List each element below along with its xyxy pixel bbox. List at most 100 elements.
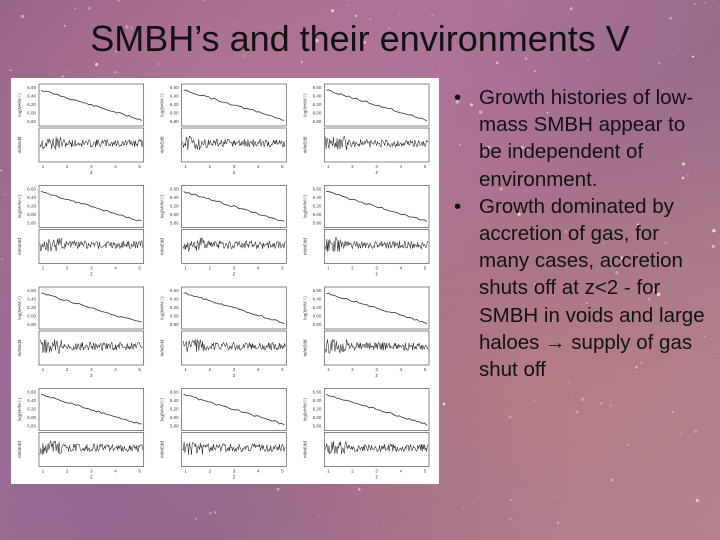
star bbox=[459, 143, 462, 146]
tick-label: 3 bbox=[233, 266, 236, 271]
tick-label: 6.40 bbox=[313, 195, 322, 200]
star bbox=[614, 283, 618, 287]
star bbox=[487, 145, 491, 149]
growth-panel: 6.60 6.40 6.20 6.00 5.80 log(M•/M☉) ṁ/ṁEdd 1 2 3 4… bbox=[302, 388, 430, 481]
tick-label: 1 bbox=[42, 164, 45, 169]
tick-label: 6.60 bbox=[27, 187, 36, 192]
smbh-growth-figure: 6.60 6.40 6.20 6.00 5.80 log(M•/M☉) ṁ/ṁEdd 1 2 3 4… bbox=[11, 78, 439, 484]
mass-curve bbox=[326, 190, 428, 222]
accretion-curve bbox=[325, 339, 429, 354]
star bbox=[20, 14, 25, 19]
tick-label: 5 bbox=[138, 469, 141, 474]
star bbox=[640, 362, 643, 364]
tick-label: 6.60 bbox=[170, 85, 179, 90]
tick-label: 4 bbox=[400, 469, 403, 474]
star bbox=[569, 7, 573, 11]
tick-label: 5 bbox=[424, 469, 427, 474]
tick-label: 5.80 bbox=[27, 119, 36, 124]
star bbox=[575, 410, 579, 414]
star bbox=[636, 223, 640, 226]
star bbox=[534, 70, 536, 72]
mass-plot-frame bbox=[38, 286, 145, 330]
accretion-curve bbox=[325, 237, 429, 252]
accretion-curve bbox=[325, 135, 429, 151]
star bbox=[635, 253, 638, 255]
tick-label: 2 bbox=[351, 367, 354, 372]
mass-plot-frame bbox=[323, 286, 430, 330]
tick-label: 6.60 bbox=[170, 187, 179, 192]
axis-label: z bbox=[90, 373, 93, 379]
tick-label: 6.00 bbox=[170, 212, 179, 217]
accretion-curve bbox=[325, 440, 429, 455]
star bbox=[691, 55, 695, 58]
accretion-plot-frame bbox=[323, 229, 430, 264]
star bbox=[477, 495, 479, 497]
star bbox=[634, 365, 638, 369]
axis-label: ṁ/ṁEdd bbox=[302, 441, 307, 458]
star bbox=[657, 61, 661, 65]
star bbox=[656, 292, 661, 297]
tick-label: 5 bbox=[138, 266, 141, 271]
bullet-text: Growth histories of low-mass SMBH appear… bbox=[479, 86, 694, 191]
axis-label: ṁ/ṁEdd bbox=[160, 441, 165, 458]
tick-label: 6.60 bbox=[313, 390, 322, 395]
star bbox=[602, 242, 605, 245]
axis-label: log(M•/M☉) bbox=[302, 194, 307, 218]
tick-label: 5 bbox=[281, 164, 284, 169]
star bbox=[634, 389, 636, 391]
star bbox=[473, 39, 475, 41]
star bbox=[61, 75, 64, 78]
tick-label: 2 bbox=[209, 266, 212, 271]
star bbox=[694, 3, 697, 6]
tick-label: 6.40 bbox=[27, 297, 36, 302]
star bbox=[104, 524, 106, 526]
tick-label: 6.40 bbox=[27, 94, 36, 99]
axis-label: log(M•/M☉) bbox=[17, 194, 22, 218]
tick-label: 6.00 bbox=[313, 212, 322, 217]
tick-label: 5 bbox=[281, 469, 284, 474]
bullet-icon: • bbox=[454, 194, 462, 218]
star bbox=[632, 231, 634, 233]
star bbox=[509, 317, 511, 319]
star bbox=[486, 292, 488, 295]
tick-label: 6.00 bbox=[313, 415, 322, 420]
star bbox=[478, 110, 483, 114]
tick-label: 6.40 bbox=[313, 398, 322, 403]
mass-plot-frame bbox=[323, 388, 430, 431]
tick-label: 6.20 bbox=[170, 204, 179, 209]
axis-label: z bbox=[233, 475, 236, 481]
growth-panel: 6.60 6.40 6.20 6.00 5.80 log(M•/M☉) ṁ/ṁEdd 1 2 3 4… bbox=[160, 388, 287, 481]
tick-label: 6.00 bbox=[313, 111, 322, 116]
star bbox=[520, 145, 524, 150]
mass-curve bbox=[326, 394, 428, 426]
tick-label: 4 bbox=[400, 266, 403, 271]
star bbox=[627, 228, 629, 230]
star bbox=[508, 6, 510, 9]
tick-label: 1 bbox=[42, 266, 45, 271]
tick-label: 6.00 bbox=[170, 314, 179, 319]
star bbox=[357, 488, 361, 491]
growth-panel: 6.60 6.40 6.20 6.00 5.80 log(M•/M☉) ṁ/ṁEdd 1 2 3 4… bbox=[160, 185, 287, 278]
tick-label: 6.40 bbox=[27, 195, 36, 200]
axis-label: z bbox=[375, 373, 378, 379]
star bbox=[486, 501, 489, 503]
tick-label: 5.80 bbox=[170, 221, 179, 226]
growth-panel: 6.60 6.40 6.20 6.00 5.80 log(M•/M☉) ṁ/ṁEdd 1 2 3 4… bbox=[302, 286, 430, 379]
accretion-plot-frame bbox=[323, 127, 430, 163]
star bbox=[319, 515, 321, 517]
axis-label: ṁ/ṁEdd bbox=[302, 238, 307, 255]
axis-label: log(M•/M☉) bbox=[17, 93, 22, 117]
star bbox=[3, 193, 7, 196]
accretion-curve bbox=[182, 441, 286, 456]
star bbox=[678, 47, 680, 50]
star bbox=[457, 401, 460, 403]
mass-curve bbox=[40, 190, 142, 222]
tick-label: 1 bbox=[327, 469, 330, 474]
star bbox=[439, 63, 441, 66]
star bbox=[707, 142, 709, 144]
star bbox=[533, 283, 537, 286]
star bbox=[9, 69, 12, 72]
star bbox=[366, 533, 368, 534]
mass-plot-frame bbox=[181, 286, 287, 330]
star bbox=[87, 6, 92, 10]
